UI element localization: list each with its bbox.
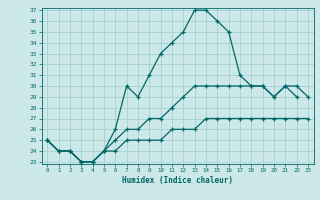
X-axis label: Humidex (Indice chaleur): Humidex (Indice chaleur) [122, 176, 233, 185]
